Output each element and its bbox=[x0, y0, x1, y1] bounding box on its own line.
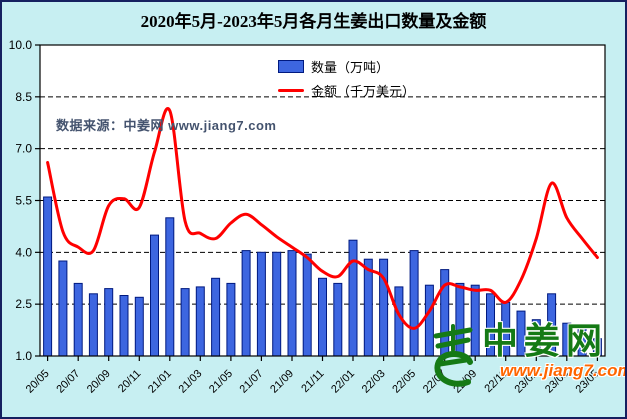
svg-text:21/05: 21/05 bbox=[207, 368, 235, 396]
svg-text:5.5: 5.5 bbox=[15, 194, 32, 208]
svg-text:1.0: 1.0 bbox=[15, 349, 32, 363]
bar bbox=[211, 277, 221, 357]
bar bbox=[43, 196, 53, 357]
svg-text:22/01: 22/01 bbox=[329, 368, 357, 396]
svg-text:21/07: 21/07 bbox=[238, 368, 266, 396]
amount-line-swatch-icon bbox=[278, 89, 304, 92]
svg-text:20/09: 20/09 bbox=[85, 368, 113, 396]
chart-title: 2020年5月-2023年5月各月生姜出口数量及金额 bbox=[140, 12, 487, 31]
bar bbox=[195, 286, 205, 357]
bar bbox=[272, 251, 282, 357]
quantity-bar-swatch-icon bbox=[278, 60, 304, 73]
legend-quantity-label: 数量（万吨） bbox=[311, 60, 390, 75]
site-logo: 中姜网 www.jiang7.com bbox=[426, 321, 627, 392]
bar bbox=[88, 293, 98, 357]
data-source-watermark: 数据来源：中姜网 www.jiang7.com bbox=[56, 118, 277, 133]
svg-text:21/01: 21/01 bbox=[146, 368, 174, 396]
logo-site-url: www.jiang7.com bbox=[500, 361, 627, 380]
svg-text:2.5: 2.5 bbox=[15, 297, 32, 311]
bar bbox=[134, 296, 144, 357]
legend-item-amount: 金额（千万美元） bbox=[278, 81, 415, 100]
svg-text:8.5: 8.5 bbox=[15, 90, 32, 104]
bar bbox=[256, 251, 266, 357]
bar bbox=[119, 295, 129, 357]
bar bbox=[287, 250, 297, 357]
svg-text:7.0: 7.0 bbox=[15, 142, 32, 156]
svg-text:4.0: 4.0 bbox=[15, 245, 32, 259]
legend: 数量（万吨） 金额（千万美元） bbox=[278, 57, 415, 100]
bar bbox=[318, 277, 327, 357]
bar bbox=[409, 250, 419, 357]
bar bbox=[73, 282, 83, 357]
legend-amount-label: 金额（千万美元） bbox=[311, 84, 416, 99]
svg-text:20/07: 20/07 bbox=[54, 368, 82, 396]
bar bbox=[165, 217, 175, 357]
bar bbox=[180, 288, 190, 357]
bar bbox=[302, 253, 312, 357]
bar bbox=[226, 282, 236, 357]
bar bbox=[333, 282, 343, 357]
ginger-logo-icon bbox=[433, 324, 473, 387]
bar bbox=[394, 286, 404, 357]
svg-text:21/11: 21/11 bbox=[299, 368, 326, 395]
y-axis-labels: 10.0 8.5 7.0 5.5 4.0 2.5 1.0 bbox=[9, 38, 40, 363]
bar bbox=[241, 250, 251, 357]
svg-text:21/03: 21/03 bbox=[176, 368, 204, 396]
bar bbox=[150, 234, 159, 357]
svg-text:20/11: 20/11 bbox=[116, 368, 143, 395]
bar bbox=[104, 288, 114, 357]
bar bbox=[348, 239, 358, 357]
svg-text:21/09: 21/09 bbox=[268, 368, 296, 396]
bar bbox=[58, 260, 68, 357]
svg-text:20/05: 20/05 bbox=[24, 368, 52, 396]
svg-text:10.0: 10.0 bbox=[9, 38, 33, 52]
bar bbox=[363, 258, 373, 357]
svg-text:22/05: 22/05 bbox=[390, 368, 418, 396]
legend-item-quantity: 数量（万吨） bbox=[278, 57, 415, 76]
amount-line bbox=[46, 107, 599, 330]
svg-text:22/03: 22/03 bbox=[360, 368, 388, 396]
logo-site-name: 中姜网 bbox=[482, 321, 609, 361]
